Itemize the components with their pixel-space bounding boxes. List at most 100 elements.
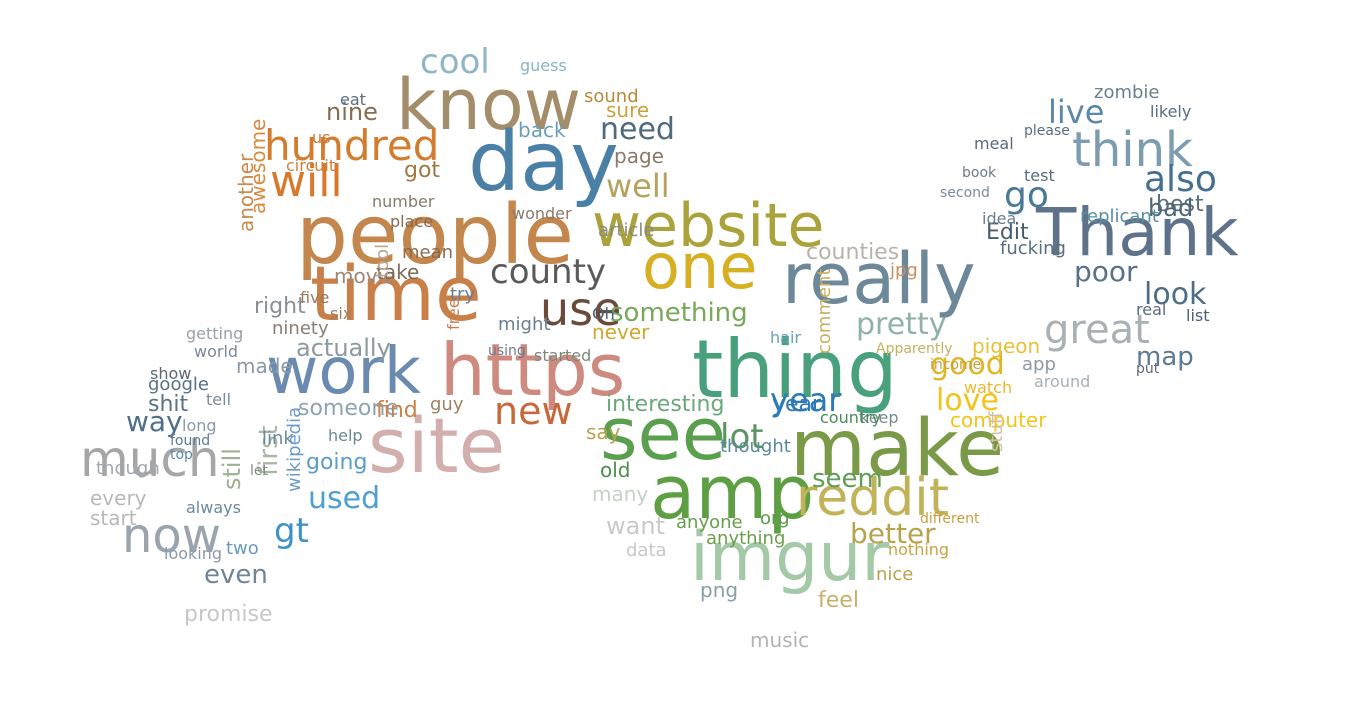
word: back (518, 118, 566, 142)
word: movie (334, 264, 396, 288)
word: using (488, 343, 526, 359)
word: Oh (592, 304, 615, 323)
word: fucking (1000, 238, 1066, 259)
word: time (310, 249, 482, 338)
word: love (936, 383, 999, 418)
word: want (606, 512, 665, 540)
word: music (750, 628, 810, 652)
word: sound (584, 86, 639, 107)
word: lot (720, 417, 764, 457)
word: circuit (286, 156, 336, 175)
word: poor (1074, 255, 1138, 288)
word: take (376, 260, 420, 284)
word: different (920, 511, 980, 527)
word: Thank (1036, 194, 1239, 271)
word: even (204, 560, 268, 590)
word: will (270, 156, 343, 207)
word: sure (606, 98, 650, 122)
word: counties (806, 240, 900, 265)
word: hair (770, 328, 801, 347)
word: real (1136, 300, 1167, 319)
word: thought (720, 436, 791, 457)
word: going (306, 450, 368, 475)
word: let (250, 463, 268, 479)
word: wikipedia (284, 406, 305, 492)
word: hundred (264, 121, 440, 170)
word: anyone (676, 512, 743, 533)
word: every (90, 486, 147, 510)
word: year (772, 392, 822, 417)
word: imgur (690, 518, 890, 597)
word: best (1156, 192, 1204, 217)
word: something (610, 298, 748, 328)
word: great (1044, 307, 1150, 353)
word: https (440, 328, 626, 412)
word: list (1186, 306, 1210, 325)
word: found (170, 433, 211, 449)
word: thing (692, 323, 898, 416)
word: work (266, 335, 421, 409)
word: gt (274, 511, 309, 551)
word: day (468, 115, 619, 210)
word: looking (164, 544, 223, 563)
word: got (404, 158, 441, 183)
word: find (376, 398, 418, 423)
word: Apparently (876, 341, 953, 357)
word: made (236, 354, 293, 378)
word: actually (296, 334, 391, 362)
word: test (1024, 166, 1055, 185)
word: feel (818, 588, 859, 613)
word: bad (1148, 194, 1194, 222)
word: jpg (890, 260, 918, 281)
word: guy (430, 394, 464, 415)
word: Edit (986, 220, 1029, 245)
word: someone (298, 396, 399, 421)
word: seem (812, 464, 883, 494)
word: link (262, 428, 294, 449)
word: still (218, 448, 246, 490)
word: meal (974, 134, 1014, 153)
word: start (90, 506, 137, 530)
word: show (150, 364, 192, 383)
word: reddit (796, 468, 950, 528)
word: help (328, 426, 363, 445)
word: income (930, 357, 982, 373)
word: world (194, 342, 239, 361)
word: put (1136, 361, 1160, 377)
word: see (600, 392, 727, 476)
word: think (1072, 122, 1193, 178)
word: tool (372, 243, 393, 278)
word: google (148, 374, 209, 395)
word: app (1022, 354, 1056, 375)
word: zombie (1094, 82, 1160, 103)
word: always (186, 498, 241, 517)
word: likely (1150, 102, 1192, 121)
word: getting (186, 324, 244, 343)
word: interesting (606, 392, 725, 417)
word: website (592, 191, 825, 261)
word: around (1034, 372, 1091, 391)
word: shit (148, 392, 189, 417)
word: watch (964, 378, 1013, 397)
word: wonder (512, 204, 572, 223)
word: much (80, 430, 220, 488)
word: way (126, 405, 183, 438)
word: keep (860, 408, 899, 427)
word: guess (520, 56, 567, 75)
word: country (820, 408, 882, 427)
word: nothing (888, 540, 950, 559)
word: two (226, 538, 259, 559)
word: new (494, 389, 573, 433)
word: promise (184, 602, 273, 627)
word: well (606, 167, 670, 205)
word: say (586, 420, 621, 444)
word: article (598, 220, 655, 241)
word: org (760, 508, 790, 529)
word: know (396, 64, 581, 146)
word: right (254, 294, 306, 319)
word: map (1136, 342, 1194, 372)
word: tell (206, 390, 232, 409)
word: go (1004, 175, 1049, 216)
word: five (300, 288, 330, 307)
word: long (182, 416, 217, 435)
